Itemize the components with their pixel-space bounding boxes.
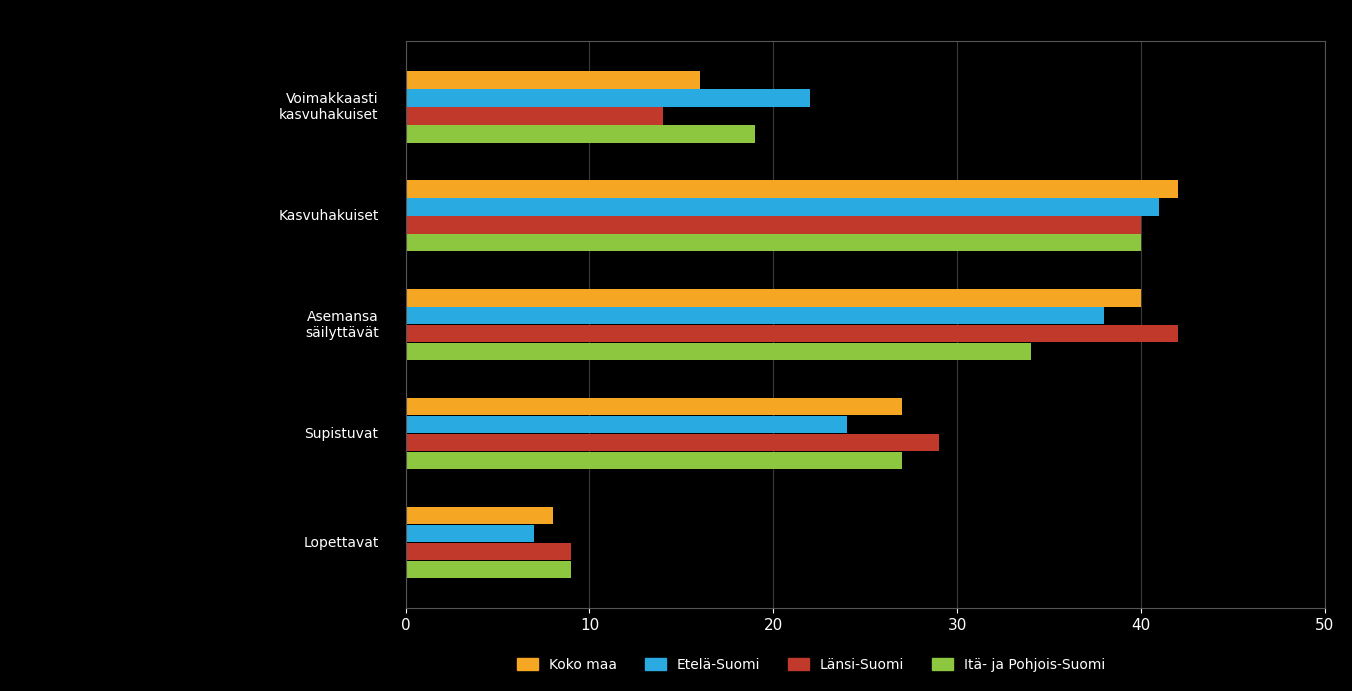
Text: Asemansa
säilyttävät: Asemansa säilyttävät xyxy=(304,310,379,340)
Text: Lopettavat: Lopettavat xyxy=(303,536,379,550)
Bar xyxy=(406,507,553,524)
Bar xyxy=(406,343,1030,361)
Bar xyxy=(406,398,902,415)
Bar xyxy=(406,452,902,469)
Bar xyxy=(406,325,1178,343)
Bar xyxy=(406,561,571,578)
Bar xyxy=(406,180,1178,198)
Bar xyxy=(406,307,1105,325)
Bar xyxy=(406,71,700,88)
Bar xyxy=(406,216,1141,234)
Bar xyxy=(406,416,846,433)
Bar xyxy=(406,543,571,560)
Bar xyxy=(406,89,810,106)
Bar xyxy=(406,107,662,124)
Bar xyxy=(406,525,534,542)
Bar xyxy=(406,234,1141,252)
Bar xyxy=(406,198,1160,216)
Legend: Koko maa, Etelä-Suomi, Länsi-Suomi, Itä- ja Pohjois-Suomi: Koko maa, Etelä-Suomi, Länsi-Suomi, Itä-… xyxy=(511,652,1111,677)
Text: Kasvuhakuiset: Kasvuhakuiset xyxy=(279,209,379,223)
Text: Supistuvat: Supistuvat xyxy=(304,427,379,441)
Bar xyxy=(406,434,938,451)
Bar xyxy=(406,289,1141,307)
Bar xyxy=(406,125,754,142)
Text: Voimakkaasti
kasvuhakuiset: Voimakkaasti kasvuhakuiset xyxy=(279,92,379,122)
